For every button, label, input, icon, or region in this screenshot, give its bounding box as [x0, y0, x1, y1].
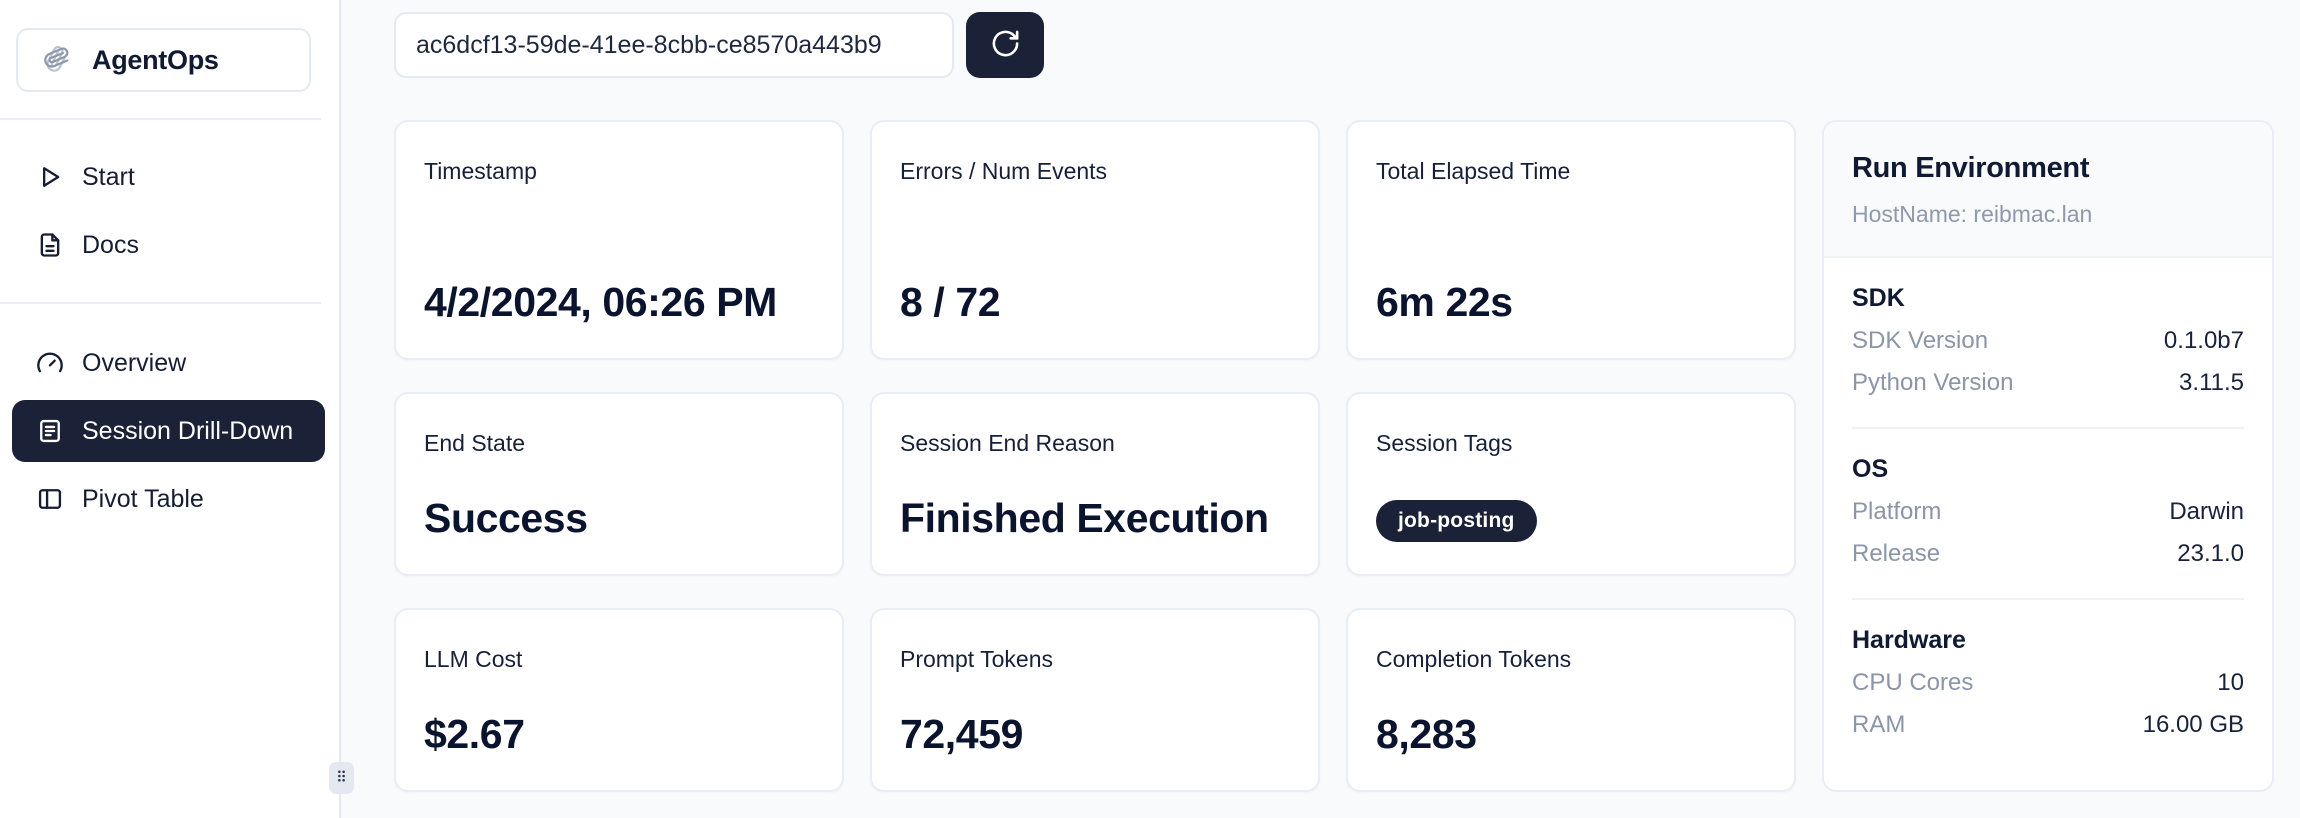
file-lines-icon [36, 417, 64, 445]
env-row-value: 0.1.0b7 [2163, 327, 2244, 354]
env-row-value: Darwin [2169, 498, 2244, 525]
agentops-logo-icon [36, 37, 78, 84]
stat-card-timestamp: Timestamp 4/2/2024, 06:26 PM [394, 120, 844, 360]
run-environment-panel: Run Environment HostName: reibmac.lan SD… [1822, 120, 2274, 792]
sidebar-divider-top [0, 118, 321, 120]
env-row-label: SDK Version [1852, 327, 1989, 354]
sidebar-nav-top: Start Docs [0, 146, 339, 276]
stat-card-value: 72,459 [900, 710, 1024, 757]
env-row-value: 3.11.5 [2179, 369, 2244, 396]
sidebar-item-label: Session Drill-Down [82, 416, 294, 445]
sidebar-item-docs[interactable]: Docs [12, 214, 325, 276]
stat-card-label: Session Tags [1376, 430, 1513, 456]
stat-card-value: 8 / 72 [900, 278, 1001, 325]
stat-card-label: Timestamp [424, 158, 537, 184]
env-row: Release 23.1.0 [1852, 540, 2244, 568]
env-row: SDK Version 0.1.0b7 [1852, 327, 2244, 355]
stat-card-label: Session End Reason [900, 430, 1115, 456]
grip-dots-icon [333, 765, 350, 792]
stat-card-value: 6m 22s [1376, 278, 1513, 325]
env-row-label: RAM [1852, 711, 1906, 738]
stat-card-total-elapsed-time: Total Elapsed Time 6m 22s [1346, 120, 1796, 360]
gauge-icon [36, 349, 64, 377]
stat-card-label: Completion Tokens [1376, 646, 1572, 672]
env-section-heading: OS [1852, 455, 1889, 483]
stat-card-value: 8,283 [1376, 710, 1477, 757]
env-row-value: 16.00 GB [2142, 711, 2244, 738]
document-icon [36, 231, 64, 259]
sidebar: AgentOps Start Docs Overview Session Drill… [0, 0, 341, 818]
env-section-hardware: Hardware CPU Cores 10 RAM 16.00 GB [1852, 598, 2244, 769]
stat-card-value: 4/2/2024, 06:26 PM [424, 278, 777, 325]
sidebar-item-session-drill-down[interactable]: Session Drill-Down [12, 400, 325, 462]
refresh-icon [990, 28, 1021, 62]
sidebar-item-start[interactable]: Start [12, 146, 325, 208]
session-id-input[interactable] [394, 12, 954, 78]
stat-card-prompt-tokens: Prompt Tokens 72,459 [870, 608, 1320, 792]
env-row-value: 10 [2217, 669, 2244, 696]
env-section-os: OS Platform Darwin Release 23.1.0 [1852, 427, 2244, 598]
env-row-label: Release [1852, 540, 1941, 567]
stat-card-label: LLM Cost [424, 646, 523, 672]
stat-card-session-tags: Session Tags job-posting [1346, 392, 1796, 576]
sidebar-item-label: Pivot Table [82, 484, 204, 513]
sidebar-item-pivot-table[interactable]: Pivot Table [12, 468, 325, 530]
stats-grid: Timestamp 4/2/2024, 06:26 PM Errors / Num … [394, 120, 1796, 792]
stat-card-label: End State [424, 430, 526, 456]
env-row-label: Python Version [1852, 369, 2014, 396]
stat-card-label: Total Elapsed Time [1376, 158, 1571, 184]
main-content: Timestamp 4/2/2024, 06:26 PM Errors / Num … [341, 0, 2300, 818]
hostname-text: HostName: reibmac.lan [1852, 201, 2093, 227]
env-section-sdk: SDK SDK Version 0.1.0b7 Python Version 3.11.… [1852, 258, 2244, 427]
stat-card-llm-cost: LLM Cost $2.67 [394, 608, 844, 792]
env-section-heading: SDK [1852, 284, 1905, 312]
env-section-heading: Hardware [1852, 626, 1966, 654]
sidebar-nav-main: Overview Session Drill-Down Pivot Table [0, 332, 339, 530]
run-environment-header: Run Environment HostName: reibmac.lan [1824, 122, 2272, 258]
session-tag-badge: job-posting [1376, 500, 1537, 542]
session-tags-list: job-posting [1376, 500, 1766, 542]
stat-card-errors-num-events: Errors / Num Events 8 / 72 [870, 120, 1320, 360]
env-row-label: CPU Cores [1852, 669, 1974, 696]
run-environment-title: Run Environment [1852, 152, 2090, 184]
sidebar-resize-handle[interactable] [329, 762, 354, 794]
content-row: Timestamp 4/2/2024, 06:26 PM Errors / Num … [394, 120, 2278, 792]
stat-card-label: Errors / Num Events [900, 158, 1108, 184]
stat-card-end-state: End State Success [394, 392, 844, 576]
sidebar-item-label: Start [82, 162, 135, 191]
sidebar-divider-middle [0, 302, 321, 304]
play-icon [36, 163, 64, 191]
run-environment-body: SDK SDK Version 0.1.0b7 Python Version 3.11.… [1824, 258, 2272, 769]
app-logo[interactable]: AgentOps [16, 28, 311, 92]
sidebar-item-label: Overview [82, 348, 187, 377]
refresh-button[interactable] [966, 12, 1044, 78]
env-row-value: 23.1.0 [2177, 540, 2244, 567]
sidebar-item-overview[interactable]: Overview [12, 332, 325, 394]
stat-card-value: Success [424, 494, 588, 541]
stat-card-completion-tokens: Completion Tokens 8,283 [1346, 608, 1796, 792]
topbar [394, 12, 2278, 78]
panel-left-icon [36, 485, 64, 513]
env-row: Platform Darwin [1852, 498, 2244, 526]
env-row: CPU Cores 10 [1852, 669, 2244, 697]
env-row-label: Platform [1852, 498, 1942, 525]
env-row: RAM 16.00 GB [1852, 711, 2244, 739]
app-title: AgentOps [92, 44, 219, 75]
stat-card-value: $2.67 [424, 710, 525, 757]
env-row: Python Version 3.11.5 [1852, 369, 2244, 397]
stat-card-label: Prompt Tokens [900, 646, 1053, 672]
stat-card-session-end-reason: Session End Reason Finished Execution [870, 392, 1320, 576]
stat-card-value: Finished Execution [900, 494, 1269, 541]
sidebar-item-label: Docs [82, 230, 139, 259]
